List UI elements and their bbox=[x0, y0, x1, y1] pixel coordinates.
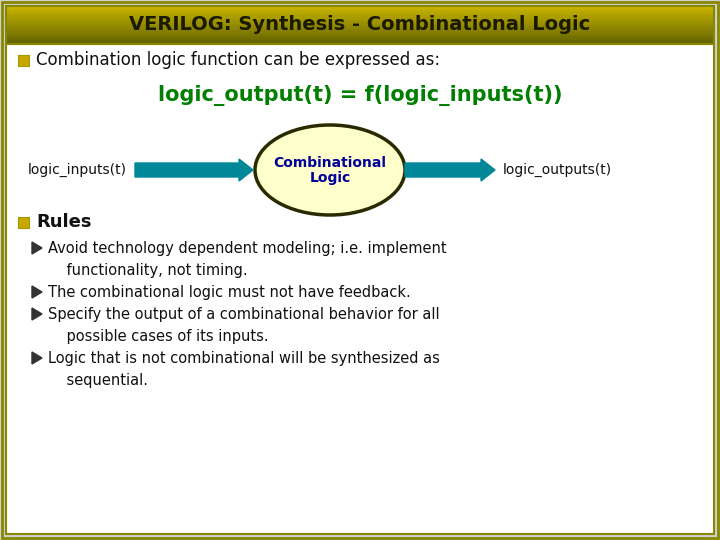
Polygon shape bbox=[32, 352, 42, 364]
Text: sequential.: sequential. bbox=[48, 373, 148, 388]
Bar bbox=[18, 217, 29, 227]
Bar bbox=[6, 12, 714, 14]
FancyArrow shape bbox=[135, 159, 253, 181]
Text: Logic: Logic bbox=[310, 171, 351, 185]
Bar bbox=[18, 55, 29, 65]
Bar bbox=[6, 30, 714, 31]
Bar bbox=[6, 32, 714, 34]
Bar bbox=[6, 15, 714, 16]
FancyBboxPatch shape bbox=[6, 44, 714, 534]
Bar bbox=[6, 26, 714, 28]
Text: Avoid technology dependent modeling; i.e. implement: Avoid technology dependent modeling; i.e… bbox=[48, 240, 446, 255]
Text: Combinational: Combinational bbox=[274, 156, 387, 170]
Text: Rules: Rules bbox=[36, 213, 91, 231]
Bar bbox=[6, 11, 714, 12]
Bar bbox=[6, 35, 714, 36]
Bar bbox=[6, 16, 714, 17]
Polygon shape bbox=[32, 286, 42, 298]
Text: VERILOG: Synthesis - Combinational Logic: VERILOG: Synthesis - Combinational Logic bbox=[130, 16, 590, 35]
Bar bbox=[6, 42, 714, 43]
Text: logic_output(t) = f(logic_inputs(t)): logic_output(t) = f(logic_inputs(t)) bbox=[158, 84, 562, 105]
Polygon shape bbox=[32, 308, 42, 320]
Text: possible cases of its inputs.: possible cases of its inputs. bbox=[48, 328, 269, 343]
Bar bbox=[6, 7, 714, 9]
Bar bbox=[6, 6, 714, 7]
Text: Logic that is not combinational will be synthesized as: Logic that is not combinational will be … bbox=[48, 350, 440, 366]
Bar bbox=[6, 31, 714, 32]
Bar bbox=[6, 21, 714, 23]
Bar bbox=[6, 39, 714, 40]
Bar bbox=[6, 34, 714, 35]
Text: functionality, not timing.: functionality, not timing. bbox=[48, 262, 248, 278]
Bar bbox=[6, 10, 714, 11]
Bar bbox=[6, 17, 714, 19]
Bar bbox=[6, 40, 714, 42]
Bar bbox=[6, 28, 714, 29]
Bar bbox=[6, 24, 714, 25]
Bar bbox=[6, 23, 714, 24]
Bar bbox=[6, 43, 714, 44]
Bar bbox=[6, 38, 714, 39]
Bar bbox=[6, 20, 714, 21]
Ellipse shape bbox=[255, 125, 405, 215]
Polygon shape bbox=[32, 242, 42, 254]
Bar bbox=[6, 9, 714, 10]
Bar bbox=[6, 25, 714, 26]
Text: logic_inputs(t): logic_inputs(t) bbox=[28, 163, 127, 177]
Text: Combination logic function can be expressed as:: Combination logic function can be expres… bbox=[36, 51, 440, 69]
Bar bbox=[6, 29, 714, 30]
FancyArrow shape bbox=[405, 159, 495, 181]
Text: logic_outputs(t): logic_outputs(t) bbox=[503, 163, 612, 177]
Text: Specify the output of a combinational behavior for all: Specify the output of a combinational be… bbox=[48, 307, 440, 321]
Bar bbox=[6, 19, 714, 20]
Text: The combinational logic must not have feedback.: The combinational logic must not have fe… bbox=[48, 285, 410, 300]
Bar bbox=[6, 14, 714, 15]
Bar bbox=[6, 36, 714, 38]
